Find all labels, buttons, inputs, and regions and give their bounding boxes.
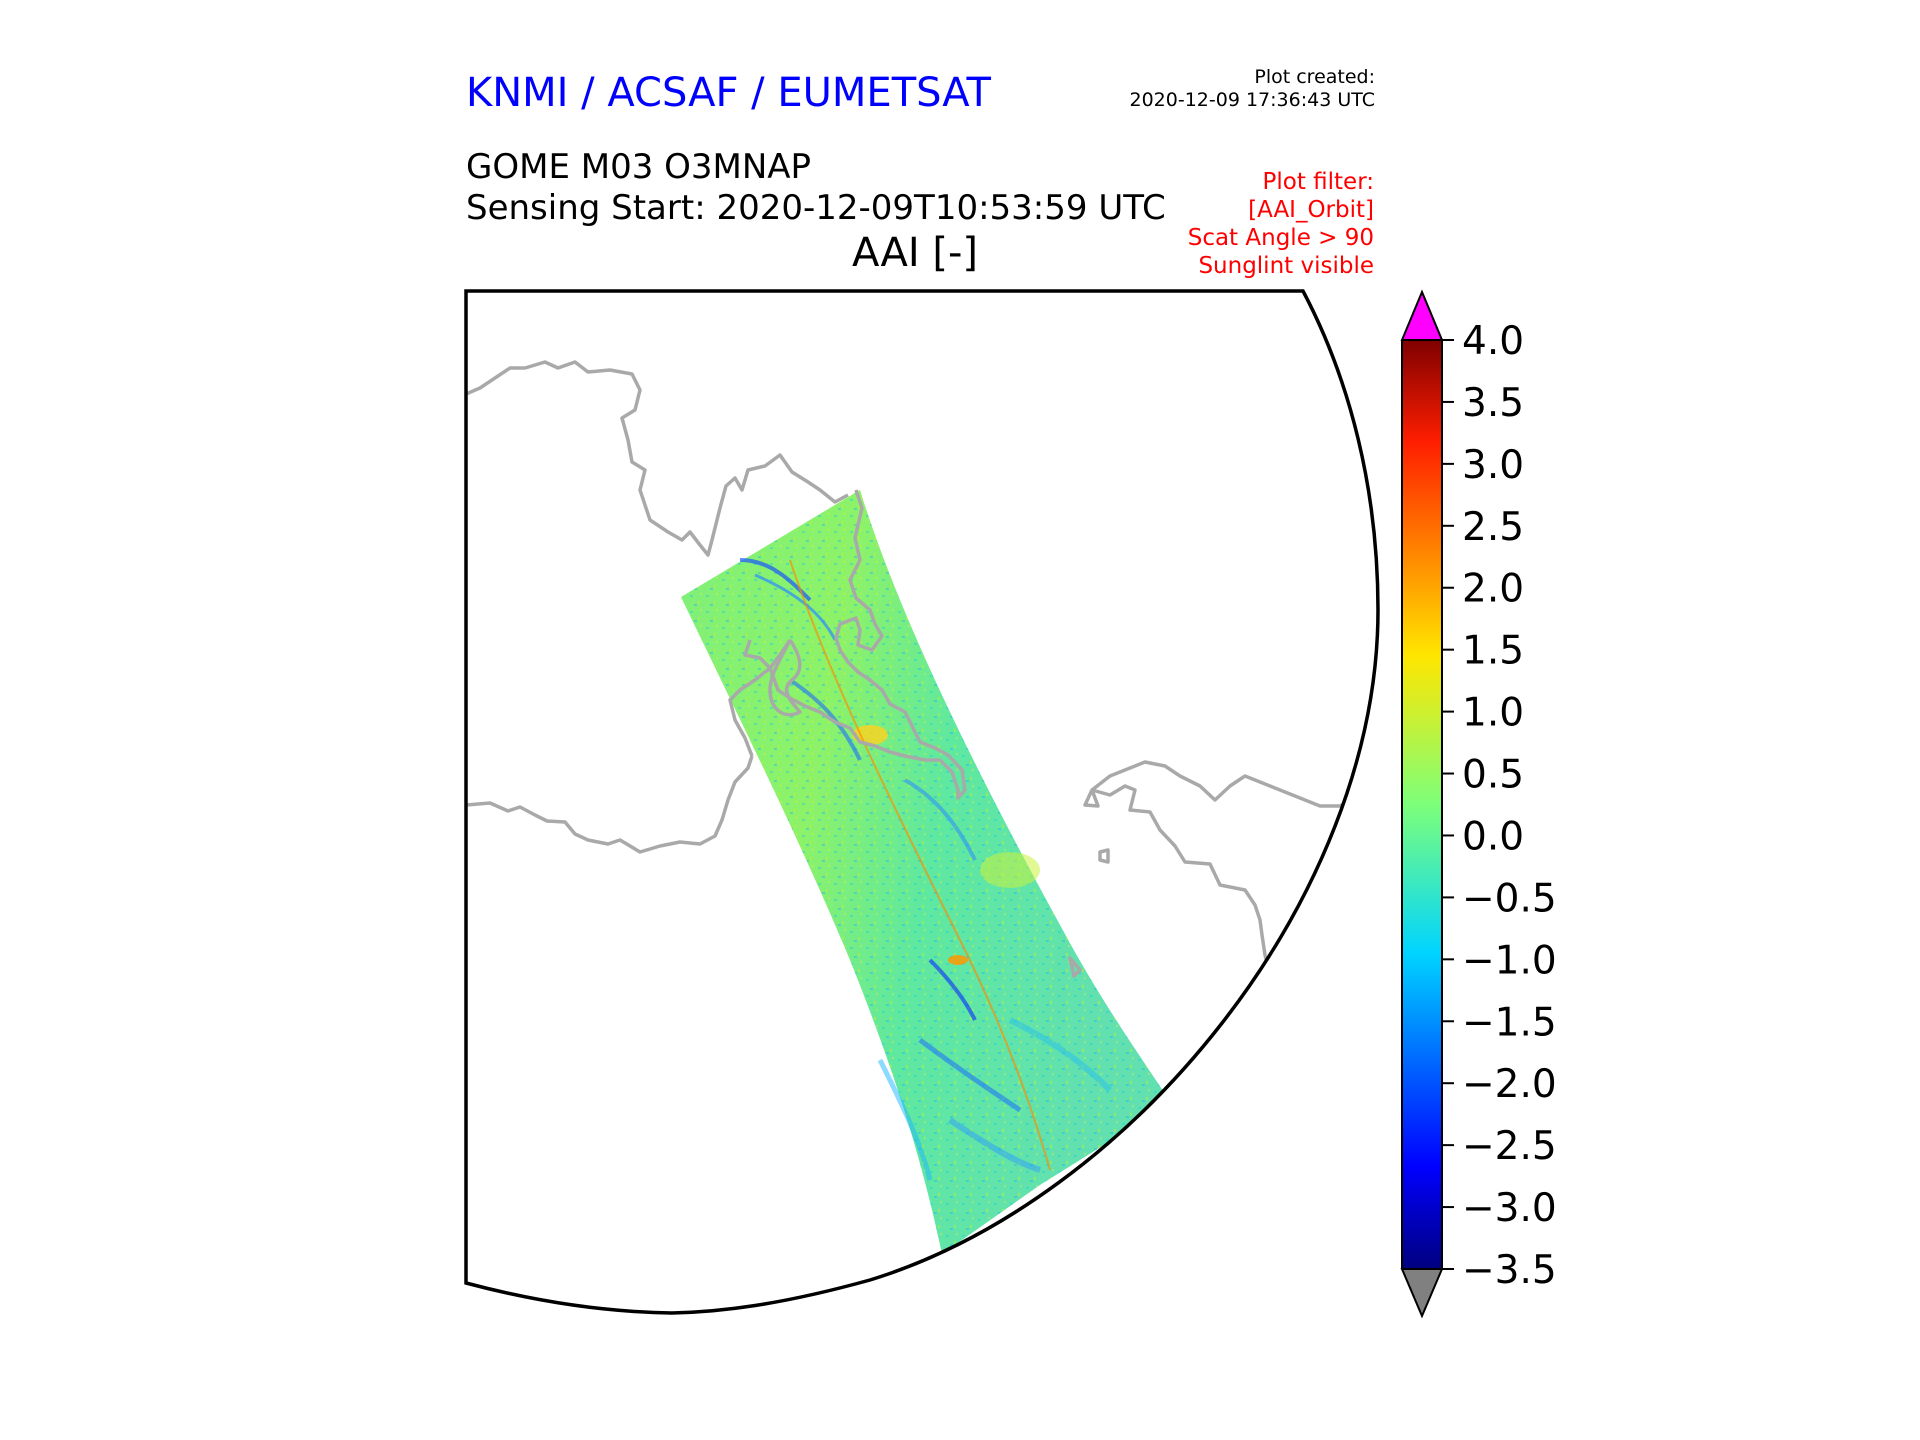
- colorbar-ticks: 4.0 3.5 3.0 2.5 2.0 1.5 1.0 0.5 0.0 −0.5 −1.0 −1.5 −…: [1442, 319, 1557, 1293]
- sensing-start: Sensing Start: 2020-12-09T10:53:59 UTC: [466, 188, 1166, 228]
- plot-created-label: Plot created:: [1254, 66, 1375, 88]
- colorbar-tick-label: −2.0: [1462, 1062, 1557, 1107]
- map-area: [466, 291, 1378, 1313]
- colorbar-tick-label: 3.0: [1462, 443, 1524, 488]
- colorbar-tick-label: 1.0: [1462, 691, 1524, 736]
- plot-filter-scat-angle: Scat Angle > 90: [1187, 225, 1374, 251]
- colorbar-tick-label: 0.0: [1462, 814, 1524, 859]
- colorbar-tick-label: 4.0: [1462, 319, 1524, 364]
- colorbar-over-triangle: [1400, 289, 1444, 341]
- header-organisation: KNMI / ACSAF / EUMETSAT: [466, 70, 991, 116]
- plot-filter-label: Plot filter:: [1262, 169, 1374, 195]
- colorbar-tick-label: 1.5: [1462, 629, 1524, 674]
- variable-title: AAI [-]: [852, 230, 978, 276]
- colorbar-tick-label: −0.5: [1462, 876, 1557, 921]
- aai-swath: [681, 490, 1171, 1254]
- plot-created-time: 2020-12-09 17:36:43 UTC: [1129, 89, 1376, 111]
- colorbar-tick-label: −3.5: [1462, 1248, 1557, 1293]
- colorbar-tick-label: −3.0: [1462, 1186, 1557, 1231]
- plot-filter-sunglint: Sunglint visible: [1198, 253, 1374, 279]
- product-title: GOME M03 O3MNAP: [466, 147, 812, 187]
- colorbar-scale: [1402, 340, 1442, 1269]
- colorbar: 4.0 3.5 3.0 2.5 2.0 1.5 1.0 0.5 0.0 −0.5 −1.0 −1.5 −…: [1400, 289, 1557, 1319]
- colorbar-tick-label: 2.5: [1462, 505, 1524, 550]
- colorbar-tick-label: 0.5: [1462, 753, 1524, 798]
- colorbar-tick-label: −1.5: [1462, 1000, 1557, 1045]
- colorbar-tick-label: −2.5: [1462, 1124, 1557, 1169]
- colorbar-under-triangle: [1400, 1268, 1444, 1319]
- map-border: [464, 289, 1380, 1315]
- plot-filter-name: [AAI_Orbit]: [1248, 197, 1374, 223]
- colorbar-outline: [1401, 340, 1443, 1269]
- colorbar-tick-label: −1.0: [1462, 938, 1557, 983]
- colorbar-tick-label: 3.5: [1462, 381, 1524, 426]
- colorbar-tick-label: 2.0: [1462, 567, 1524, 612]
- coastlines: [466, 360, 1351, 978]
